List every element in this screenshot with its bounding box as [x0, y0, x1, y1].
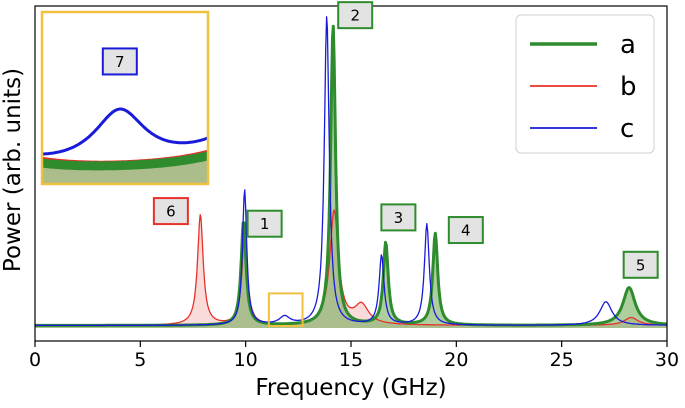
- legend-label-b: b: [620, 72, 637, 102]
- annotation-box-5: [622, 250, 659, 279]
- x-tick-label: 5: [134, 349, 146, 371]
- annotation-box-6: [152, 197, 189, 226]
- annotation-label-7: 7: [115, 53, 125, 71]
- annotation-box-3: [380, 203, 417, 232]
- series-b-line: [35, 209, 667, 327]
- inset: [40, 10, 210, 186]
- legend-box: [515, 14, 655, 154]
- annotation-box-2: [337, 1, 374, 30]
- x-axis: 0 5 10 15 20 25 30: [29, 341, 679, 371]
- inset-series-a-line: [42, 151, 208, 171]
- series-line-layer: [34, 16, 668, 327]
- annotation-box-4: [447, 216, 484, 245]
- y-axis-title: Power (arb. units): [0, 68, 26, 272]
- annotation-box-7: [101, 47, 138, 76]
- legend: abc: [515, 14, 655, 154]
- x-tick-label: 25: [550, 349, 574, 371]
- annotation-box-1: [246, 209, 283, 238]
- annotation-label-1: 1: [260, 215, 270, 233]
- series-c-line: [35, 16, 667, 327]
- annotation-label-6: 6: [166, 203, 176, 221]
- series-b-area: [35, 209, 667, 328]
- legend-label-c: c: [620, 114, 634, 144]
- annotation-label-3: 3: [394, 209, 404, 227]
- legend-label-a: a: [620, 30, 636, 60]
- annotation-layer: 1 2 3 4 5 6 7: [101, 1, 659, 279]
- x-tick-label: 30: [655, 349, 679, 371]
- annotation-label-5: 5: [636, 256, 646, 274]
- annotation-label-2: 2: [350, 7, 360, 25]
- x-tick-label: 10: [234, 349, 258, 371]
- zoom-box: [267, 292, 304, 327]
- annotation-label-4: 4: [461, 222, 471, 240]
- x-axis-title: Frequency (GHz): [255, 375, 446, 401]
- x-tick-label: 15: [339, 349, 363, 371]
- x-tick-label: 20: [444, 349, 468, 371]
- x-tick-label: 0: [29, 349, 41, 371]
- inset-series-c-line: [42, 107, 208, 156]
- zoom-rectangle: [267, 292, 304, 327]
- inset-frame: [40, 10, 210, 186]
